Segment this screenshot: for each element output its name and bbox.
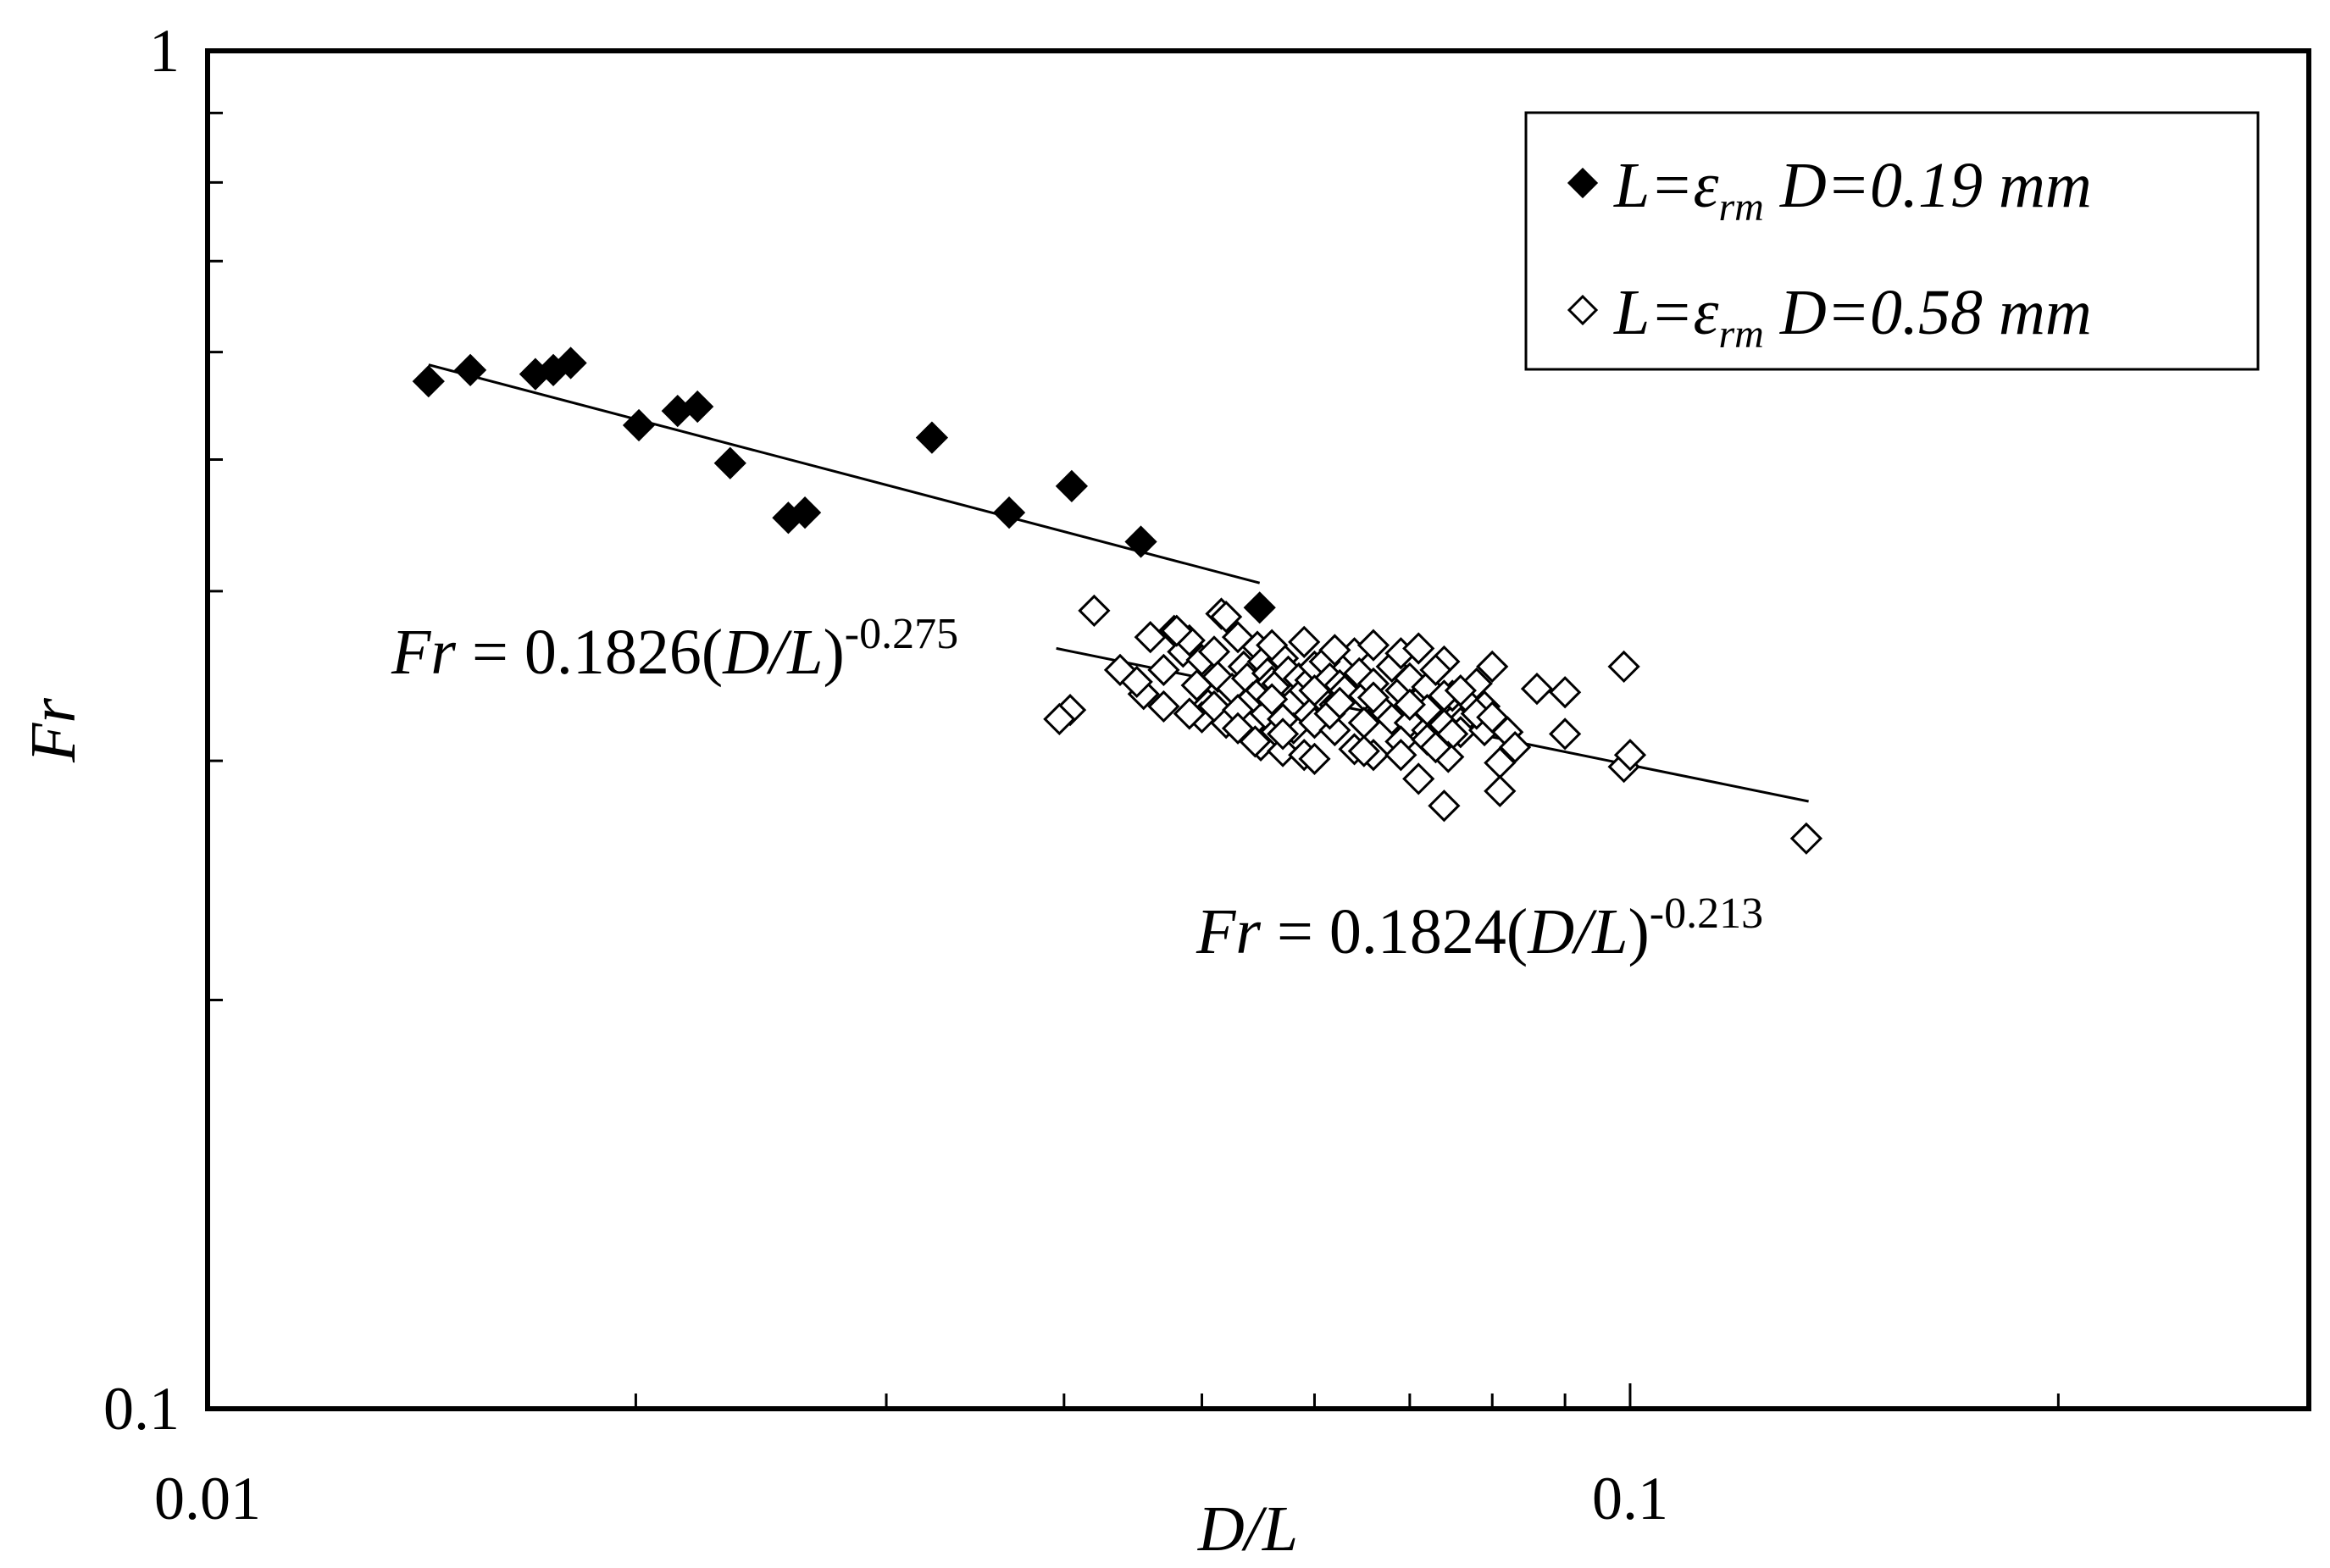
data-point-open	[1402, 632, 1435, 665]
data-point-open	[1347, 734, 1380, 767]
data-point-open	[1210, 601, 1243, 634]
data-point-open	[1078, 594, 1111, 628]
data-point-open	[1043, 702, 1076, 736]
data-point-open	[1476, 650, 1509, 684]
data-point-filled	[453, 353, 487, 386]
data-point-open	[1607, 650, 1640, 684]
fit-label-2-prefix: Fr	[1196, 896, 1261, 967]
data-point-open	[1147, 690, 1180, 723]
data-point-open	[1419, 730, 1452, 764]
fit-label-1-main: 0.1826(	[524, 617, 723, 688]
data-point-open	[1356, 681, 1390, 714]
legend-label-1-subscript: rm	[1719, 185, 1764, 230]
data-point-open	[1318, 634, 1351, 667]
y-tick-label: 0.1	[103, 1375, 180, 1443]
data-point-filled	[1124, 525, 1157, 558]
data-point-open	[1428, 790, 1461, 823]
data-point-filled	[681, 390, 714, 424]
data-point-open	[1402, 762, 1435, 795]
data-point-filled	[713, 446, 746, 479]
data-point-open	[1221, 712, 1255, 745]
data-point-open	[1613, 739, 1647, 772]
data-point-filled	[788, 496, 822, 529]
data-point-open	[1134, 621, 1167, 654]
data-point-filled	[992, 496, 1026, 529]
legend-marker-open	[1567, 294, 1599, 326]
fit-label-1-exponent: -0.275	[845, 610, 958, 658]
data-point-open	[1256, 629, 1289, 662]
data-point-open	[1266, 734, 1300, 767]
data-point-open	[1197, 690, 1231, 723]
data-point-open	[1201, 660, 1234, 693]
legend-label-1: L=εrm D=0.19 mm	[1613, 150, 2092, 230]
data-point-open	[1444, 674, 1477, 707]
fit-label-1-var: D/L	[722, 617, 823, 688]
data-point-open	[1520, 672, 1554, 706]
data-point-filled	[915, 421, 949, 454]
data-point-open	[1298, 674, 1331, 707]
data-point-filled	[1055, 469, 1089, 502]
fit-label-2-var: D/L	[1527, 896, 1628, 967]
fit-line-1	[428, 363, 1261, 585]
data-point-open	[1173, 697, 1206, 730]
data-point-open	[1548, 676, 1582, 709]
plot-frame	[205, 48, 2311, 1411]
tick-labels: 0.01 0.1 0.1 1	[103, 17, 1668, 1532]
data-point-open	[1160, 614, 1193, 647]
fit-label-1-prefix: Fr	[391, 617, 456, 688]
fit-label-1: Fr = 0.1826(D/L)-0.275	[391, 610, 958, 688]
legend-label-1-suffix: D=0.19 mm	[1764, 150, 2092, 221]
legend-label-2: L=εrm D=0.58 mm	[1613, 277, 2092, 357]
series-filled-diamond	[412, 346, 1276, 624]
data-point-open	[1221, 621, 1255, 654]
fit-label-2-equals: =	[1261, 896, 1329, 967]
data-point-filled	[622, 408, 656, 442]
data-point-open	[1288, 625, 1321, 658]
data-point-open	[1298, 742, 1331, 775]
data-point-open	[1256, 683, 1289, 716]
fit-label-1-equals: =	[456, 617, 524, 688]
series-open-diamond	[1043, 594, 1823, 855]
data-point-open	[1266, 718, 1300, 751]
data-point-open	[1548, 718, 1582, 751]
fit-label-2-close: )	[1628, 896, 1649, 967]
data-point-filled	[1243, 591, 1276, 624]
data-point-open	[1103, 653, 1137, 686]
data-point-open	[1356, 629, 1390, 662]
data-point-open	[1393, 688, 1426, 721]
data-point-filled	[412, 364, 445, 398]
x-axis-title: D/L	[1197, 1493, 1298, 1565]
axis-ticks	[206, 49, 2311, 1410]
legend-box	[1524, 111, 2260, 371]
fit-label-2-main: 0.1824(	[1329, 896, 1528, 967]
legend-label-2-prefix: L=ε	[1613, 277, 1719, 348]
data-point-open	[1484, 774, 1517, 808]
y-tick-label: 1	[149, 17, 180, 85]
legend-label-2-suffix: D=0.58 mm	[1764, 277, 2092, 348]
x-tick-label: 0.01	[154, 1465, 261, 1532]
legend-marker-filled	[1567, 167, 1599, 199]
data-point-filled	[554, 346, 587, 380]
data-point-open	[1419, 653, 1452, 686]
data-point-open	[1498, 730, 1532, 764]
data-point-open	[1147, 653, 1180, 686]
fit-label-2: Fr = 0.1824(D/L)-0.213	[1196, 889, 1763, 967]
legend: L=εrm D=0.19 mm L=εrm D=0.58 mm	[1524, 111, 2260, 371]
data-point-open	[1120, 665, 1153, 699]
fit-label-1-close: )	[823, 617, 844, 688]
legend-label-1-prefix: L=ε	[1613, 150, 1719, 221]
data-point-open	[1323, 686, 1356, 719]
x-tick-label: 0.1	[1592, 1465, 1668, 1532]
y-axis-title: Fr	[18, 698, 89, 763]
data-point-open	[1789, 822, 1823, 855]
data-point-open	[1384, 739, 1417, 772]
fit-label-2-exponent: -0.213	[1650, 889, 1763, 938]
legend-label-2-subscript: rm	[1719, 312, 1764, 357]
